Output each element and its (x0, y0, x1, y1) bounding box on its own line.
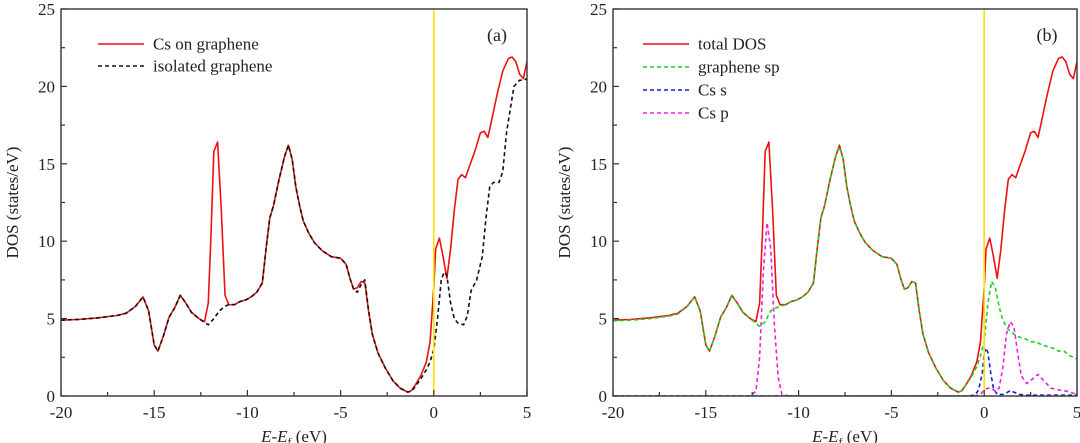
panel-b-series-cs-p (613, 221, 1077, 396)
panel-a-x-tick-label: -10 (236, 403, 259, 422)
panel-b-x-tick-label: -5 (884, 403, 898, 422)
panel-a-x-axis-title-sub: f (288, 435, 292, 443)
panel-a-x-tick-label: 0 (430, 403, 439, 422)
panel-a-x-axis-title-unit: (eV) (292, 427, 327, 443)
panel-b-x-tick-label: -10 (787, 403, 810, 422)
panel-a: -20 -15 -10 -5 0 5 0 5 10 15 20 25 E-Ef (eV) DOS (sta… (3, 0, 531, 443)
panel-a-plot-area (61, 56, 527, 393)
panel-a-y-tick-label: 15 (38, 155, 55, 174)
panel-a-x-tick-label: -5 (334, 403, 348, 422)
panel-a-legend-label: Cs on graphene (153, 35, 259, 54)
panel-a-x-axis-title-main: E-E (260, 427, 288, 443)
panel-b-y-tick-label: 10 (590, 232, 607, 251)
panel-b: -20 -15 -10 -5 0 5 0 5 10 15 20 25 E-Ef (eV) DOS (sta… (555, 0, 1080, 443)
panel-b-x-tick-label: -20 (602, 403, 625, 422)
panel-b-series-cs-s (613, 347, 1077, 396)
panel-a-x-tick-label: -15 (143, 403, 166, 422)
panel-b-x-axis-title: E-Ef (eV) (811, 427, 878, 443)
panel-a-y-tick-label: 25 (38, 0, 55, 19)
panel-a-series-isolated-graphene (61, 77, 527, 393)
panel-a-y-axis-title: DOS (states/eV) (3, 147, 22, 259)
panel-a-legend: Cs on graphene isolated graphene (98, 35, 272, 76)
panel-b-y-tick-label: 25 (590, 0, 607, 19)
panel-b-y-tick-label: 0 (599, 387, 608, 406)
panel-b-x-axis-title-main: E-E (811, 427, 839, 443)
panel-b-legend-label: total DOS (698, 35, 766, 54)
panel-a-y-tick-label: 10 (38, 232, 55, 251)
panel-b-x-tick-label: 5 (1073, 403, 1080, 422)
panel-b-legend: total DOS graphene sp Cs s Cs p (643, 35, 780, 123)
panel-a-axes-frame (60, 8, 528, 397)
panel-b-panel-label: (b) (1037, 25, 1058, 46)
panel-b-axes-frame (612, 8, 1078, 397)
panel-b-x-axis-title-unit: (eV) (843, 427, 878, 443)
panel-b-y-axis-title: DOS (states/eV) (555, 147, 574, 259)
panel-b-legend-label: graphene sp (698, 58, 780, 77)
panel-b-legend-label: Cs s (698, 81, 727, 100)
panel-a-x-axis-title: E-Ef (eV) (260, 427, 327, 443)
panel-a-legend-label: isolated graphene (153, 57, 272, 76)
panel-b-x-tick-label: -15 (694, 403, 717, 422)
panel-a-y-tick-label: 0 (47, 387, 56, 406)
panel-b-y-tick-label: 5 (599, 310, 608, 329)
panel-b-series-total-dos (613, 56, 1077, 393)
panel-a-panel-label: (a) (487, 25, 507, 46)
panel-a-series-cs-on-graphene (61, 56, 527, 393)
panel-b-x-axis-title-sub: f (839, 435, 843, 443)
panel-b-y-tick-label: 15 (590, 155, 607, 174)
panel-b-x-tick-label: 0 (980, 403, 989, 422)
panel-b-legend-label: Cs p (698, 104, 729, 123)
panel-b-plot-area (613, 56, 1077, 396)
panel-a-x-tick-label: -20 (50, 403, 73, 422)
panel-b-y-tick-label: 20 (590, 77, 607, 96)
panel-a-y-tick-label: 5 (47, 310, 56, 329)
panel-a-x-tick-label: 5 (523, 403, 532, 422)
panel-a-y-tick-label: 20 (38, 77, 55, 96)
panel-b-series-graphene-sp (613, 145, 1077, 393)
